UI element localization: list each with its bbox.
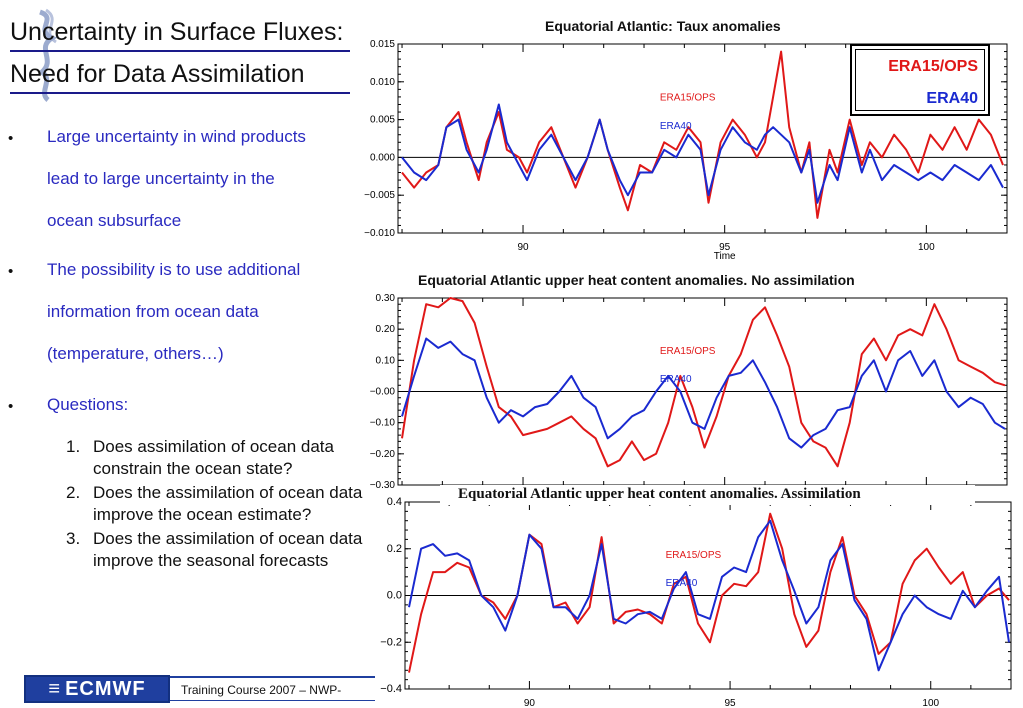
bullet-text: (temperature, others…) [47, 344, 224, 363]
inner-series-label: ERA40 [660, 374, 692, 385]
bullet-marker: • [8, 130, 14, 147]
bullet-text: lead to large uncertainty in the [47, 169, 275, 188]
question-number: 1. [66, 437, 81, 456]
y-tick-label: −0.30 [370, 480, 396, 490]
series-line-era40 [401, 103, 1004, 204]
y-tick-label: 0.30 [376, 293, 396, 304]
ecmwf-logo-text: ECMWF [65, 677, 146, 700]
chart-title: Equatorial Atlantic upper heat content a… [458, 486, 861, 502]
y-tick-label: −0.00 [370, 387, 396, 398]
bullet-text: The possibility is to use additional [47, 260, 301, 279]
y-tick-label: 0.4 [387, 496, 402, 508]
series-line-era15-ops [401, 297, 1006, 468]
title-underline-2 [10, 92, 350, 94]
y-tick-label: −0.4 [380, 683, 402, 695]
bullet-text: Large uncertainty in wind products [47, 127, 306, 146]
legend-item-era40: ERA40 [926, 90, 978, 107]
footer-text: Training Course 2007 – NWP- [181, 683, 342, 697]
question-item: 1. Does assimilation of ocean data const… [66, 436, 386, 480]
legend: ERA15/OPS ERA40 [850, 44, 990, 116]
chart-title: Equatorial Atlantic: Taux anomalies [545, 18, 781, 34]
question-text: Does the assimilation of ocean data impr… [93, 483, 363, 524]
legend-item-era15: ERA15/OPS [888, 58, 978, 75]
question-text: Does the assimilation of ocean data impr… [93, 529, 363, 570]
question-text: Does assimilation of ocean data constrai… [93, 437, 334, 478]
y-tick-label: 0.2 [387, 543, 402, 555]
slide-title-line1: Uncertainty in Surface Fluxes: [10, 18, 344, 46]
heat-content-assim-chart: 0.4 0.2 0.0 −0.2 −0.4 90 95 100 ERA15/OPS ERA40 [380, 496, 1012, 708]
y-tick-label: −0.2 [380, 636, 402, 648]
series-line-era40 [401, 337, 1006, 449]
inner-series-label: ERA40 [660, 121, 692, 132]
bullet-text: Questions: [47, 395, 129, 414]
bullet-marker: • [8, 398, 14, 415]
x-tick-label: 90 [524, 698, 536, 708]
x-tick-label: 100 [922, 698, 939, 708]
chart-title: Equatorial Atlantic upper heat content a… [418, 272, 855, 288]
series-line-era40 [408, 519, 1010, 672]
slide-title-line2: Need for Data Assimilation [10, 60, 305, 88]
bullet-marker: • [8, 263, 14, 280]
y-tick-label: 0.000 [370, 152, 395, 163]
y-tick-label: −0.10 [370, 418, 396, 429]
footer-rule [170, 676, 375, 678]
inner-series-label: ERA15/OPS [666, 550, 722, 561]
decorative-swirl-icon [37, 8, 58, 102]
title-underline [10, 50, 350, 52]
y-tick-label: −0.010 [364, 228, 395, 239]
question-item: 3. Does the assimilation of ocean data i… [66, 528, 386, 572]
x-axis-label: Time [714, 251, 736, 262]
y-tick-label: 0.20 [376, 324, 396, 335]
inner-series-label: ERA15/OPS [660, 346, 716, 357]
x-tick-label: 95 [719, 242, 731, 253]
question-item: 2. Does the assimilation of ocean data i… [66, 482, 386, 526]
chart-title-band [440, 485, 975, 505]
y-tick-label: −0.20 [370, 449, 396, 460]
questions-list: 1. Does assimilation of ocean data const… [66, 436, 386, 574]
series-line-era15-ops [408, 512, 1010, 673]
bullet-text: information from ocean data [47, 302, 259, 321]
y-tick-label: 0.015 [370, 39, 395, 50]
y-tick-label: 0.10 [376, 355, 396, 366]
ecmwf-logo: ≡ ECMWF [24, 675, 170, 703]
inner-series-label: ERA40 [666, 578, 698, 589]
question-number: 3. [66, 529, 81, 548]
x-tick-label: 100 [918, 242, 935, 253]
y-tick-label: 0.010 [370, 77, 395, 88]
question-number: 2. [66, 483, 81, 502]
heat-content-no-assim-chart: 0.30 0.20 0.10 −0.00 −0.10 −0.20 −0.30 ERA15/OP… [370, 293, 1008, 490]
x-tick-label: 95 [725, 698, 737, 708]
inner-series-label: ERA15/OPS [660, 93, 716, 104]
legend-inner-frame [855, 49, 985, 111]
ecmwf-logo-mark-icon: ≡ [48, 677, 62, 700]
footer-rule [170, 700, 375, 701]
bullet-text: ocean subsurface [47, 211, 182, 230]
x-tick-label: 90 [517, 242, 529, 253]
y-tick-label: 0.005 [370, 115, 395, 126]
y-tick-label: 0.0 [387, 590, 402, 602]
y-tick-label: −0.005 [364, 190, 395, 201]
